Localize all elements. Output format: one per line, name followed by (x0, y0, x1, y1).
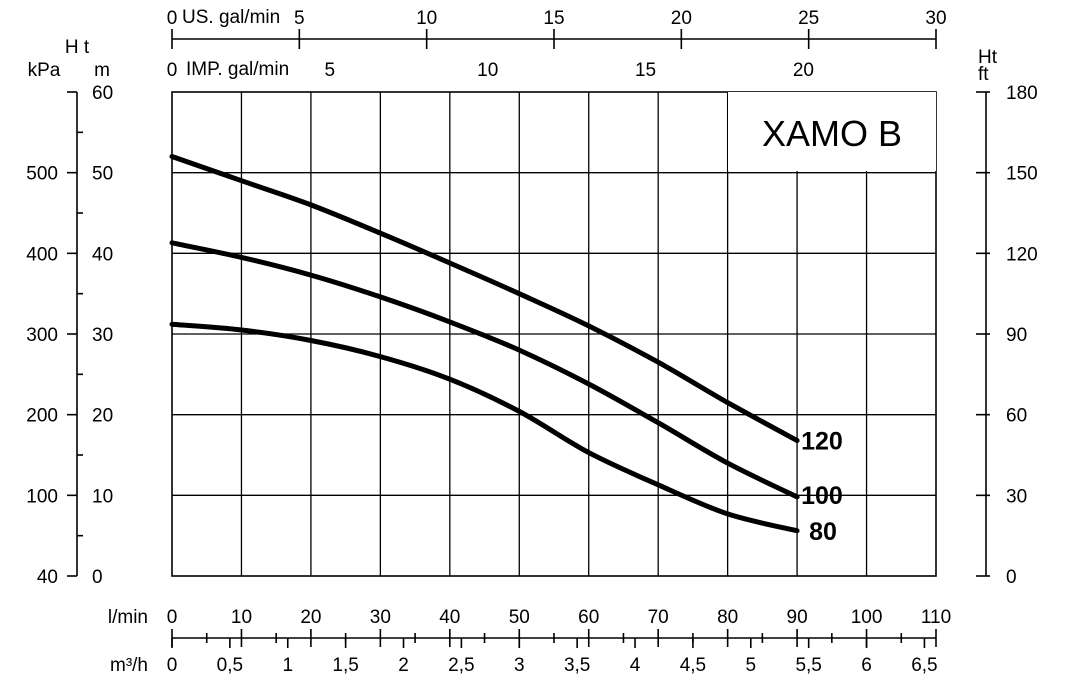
series-label-100: 100 (801, 482, 843, 510)
y-ft-tick-label: 120 (1006, 244, 1038, 265)
x-usgal-unit-label: US. gal/min (182, 7, 280, 28)
x-m3h-tick-label: 4 (630, 655, 641, 676)
x-impgal-tick-label: 0 (167, 60, 178, 81)
curve-100 (169, 240, 800, 500)
x-m3h-tick-label: 3,5 (564, 655, 590, 676)
x-m3h-tick-label: 2 (398, 655, 409, 676)
x-m3h-unit-label: m³/h (110, 655, 148, 676)
x-usgal-tick-label: 20 (671, 8, 692, 29)
x-impgal-tick-label: 20 (793, 60, 814, 81)
y-kpa-tick-label: 200 (26, 406, 58, 427)
y-m-tick-label: 10 (92, 486, 113, 507)
x-impgal-tick-label: 15 (635, 60, 656, 81)
x-lmin-tick-label: 30 (370, 607, 391, 628)
x-m3h-tick-label: 2,5 (448, 655, 474, 676)
y-m-unit-label: m (94, 60, 110, 81)
title-box (728, 92, 936, 171)
x-m3h-tick-label: 3 (514, 655, 525, 676)
y-left-top-label: H t (65, 37, 90, 58)
y-kpa-tick-label: 400 (26, 244, 58, 265)
x-m3h-tick-label: 4,5 (680, 655, 706, 676)
x-m3h-tick-label: 0 (167, 655, 178, 676)
y-kpa-tick-label: 100 (26, 486, 58, 507)
y-right-top-label: Ht (978, 47, 998, 68)
x-m3h-tick-label: 1,5 (332, 655, 358, 676)
x-lmin-tick-label: 80 (717, 607, 738, 628)
x-lmin-tick-label: 20 (300, 607, 321, 628)
x-impgal-tick-label: 5 (325, 60, 336, 81)
x-m3h-tick-label: 6 (861, 655, 872, 676)
y-kpa-unit-label: kPa (28, 60, 61, 81)
y-kpa-tick-label: 500 (26, 164, 58, 185)
x-usgal-tick-label: 25 (798, 8, 819, 29)
axes (67, 29, 990, 648)
x-usgal-tick-label: 5 (294, 8, 305, 29)
x-lmin-tick-label: 40 (439, 607, 460, 628)
x-m3h-tick-label: 6,5 (911, 655, 937, 676)
x-m3h-tick-label: 5,5 (795, 655, 821, 676)
x-m3h-tick-label: 1 (282, 655, 293, 676)
y-ft-unit-label: ft (978, 64, 989, 85)
x-lmin-tick-label: 90 (787, 607, 808, 628)
x-lmin-tick-label: 70 (648, 607, 669, 628)
series-label-120: 120 (801, 427, 843, 455)
y-m-tick-label: 30 (92, 325, 113, 346)
y-ft-tick-label: 180 (1006, 83, 1038, 104)
x-lmin-tick-label: 50 (509, 607, 530, 628)
y-m-tick-label: 20 (92, 406, 113, 427)
x-impgal-tick-label: 10 (477, 60, 498, 81)
curve-120 (169, 154, 800, 443)
x-usgal-tick-label: 15 (543, 8, 564, 29)
y-ft-tick-label: 30 (1006, 486, 1027, 507)
series-label-80: 80 (809, 518, 837, 546)
y-ft-tick-label: 60 (1006, 406, 1027, 427)
y-m-tick-label: 40 (92, 244, 113, 265)
x-lmin-tick-label: 60 (578, 607, 599, 628)
y-m-tick-label: 60 (92, 83, 113, 104)
x-lmin-tick-label: 10 (231, 607, 252, 628)
x-usgal-tick-label: 0 (167, 8, 178, 29)
x-lmin-unit-label: l/min (108, 607, 148, 628)
x-lmin-tick-label: 0 (167, 607, 178, 628)
y-ft-tick-label: 150 (1006, 164, 1038, 185)
x-usgal-tick-label: 10 (416, 8, 437, 29)
chart-title: XAMO B (762, 113, 902, 154)
x-m3h-tick-label: 0,5 (217, 655, 243, 676)
x-lmin-tick-label: 100 (851, 607, 883, 628)
y-m-tick-label: 50 (92, 164, 113, 185)
x-lmin-tick-label: 110 (921, 607, 951, 628)
y-kpa-tick-label: 300 (26, 325, 58, 346)
y-m-tick-label: 0 (92, 567, 103, 588)
y-ft-tick-label: 90 (1006, 325, 1027, 346)
y-kpa-tick-label: 40 (37, 567, 58, 588)
y-ft-tick-label: 0 (1006, 567, 1017, 588)
labels: 0102030405060401002003004005000306090120… (26, 8, 1037, 676)
x-m3h-tick-label: 5 (745, 655, 756, 676)
x-usgal-tick-label: 30 (925, 8, 946, 29)
x-impgal-unit-label: IMP. gal/min (186, 59, 289, 80)
curves (169, 154, 800, 534)
curve-80 (169, 321, 800, 534)
